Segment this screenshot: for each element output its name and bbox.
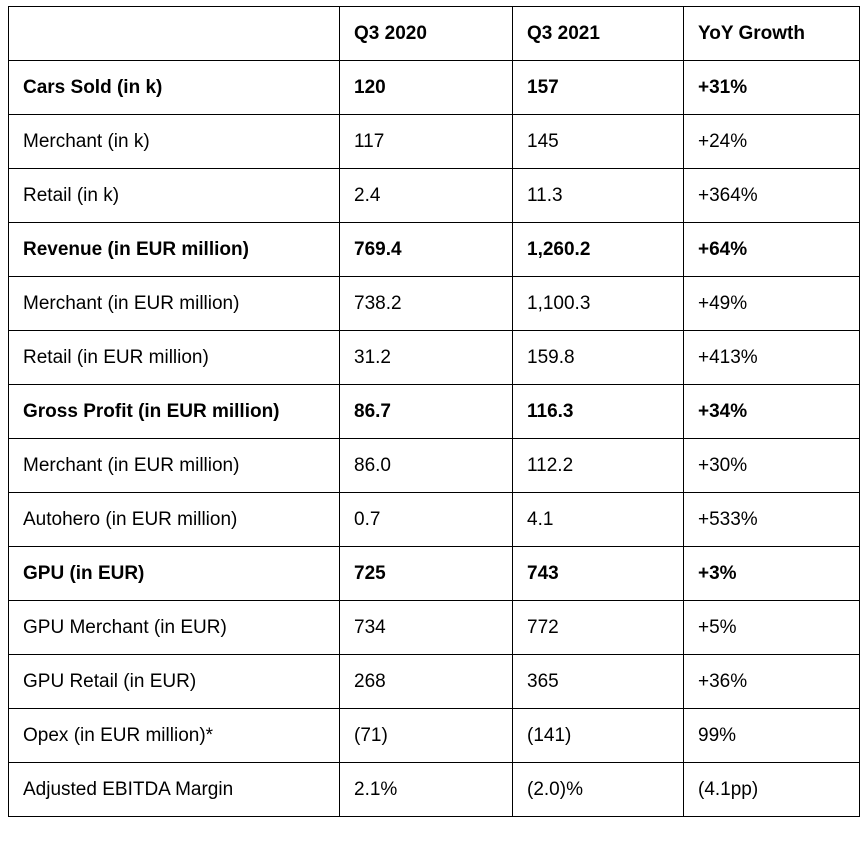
q3-2020-cell: 31.2 [339,330,513,385]
header-cell-q3-2020: Q3 2020 [339,6,513,61]
metric-cell: Adjusted EBITDA Margin [8,762,340,817]
header-row: Q3 2020 Q3 2021 YoY Growth [8,6,860,61]
yoy-growth-cell: +364% [683,168,860,223]
yoy-growth-cell: +30% [683,438,860,493]
q3-2020-cell: 738.2 [339,276,513,331]
yoy-growth-cell: 99% [683,708,860,763]
yoy-growth-cell: +49% [683,276,860,331]
metric-cell: Merchant (in EUR million) [8,438,340,493]
table-row: Cars Sold (in k) 120 157 +31% [8,60,860,115]
q3-2020-cell: 2.4 [339,168,513,223]
header-cell-q3-2021: Q3 2021 [512,6,684,61]
metric-cell: Gross Profit (in EUR million) [8,384,340,439]
metric-cell: GPU Retail (in EUR) [8,654,340,709]
metric-cell: Revenue (in EUR million) [8,222,340,277]
q3-2021-cell: 159.8 [512,330,684,385]
q3-2020-cell: 86.7 [339,384,513,439]
q3-2021-cell: 1,100.3 [512,276,684,331]
yoy-growth-cell: (4.1pp) [683,762,860,817]
q3-2021-cell: 157 [512,60,684,115]
yoy-growth-cell: +64% [683,222,860,277]
table-row: Revenue (in EUR million) 769.4 1,260.2 +64% [8,222,860,277]
yoy-growth-cell: +31% [683,60,860,115]
yoy-growth-cell: +533% [683,492,860,547]
q3-2020-cell: 86.0 [339,438,513,493]
q3-2020-cell: 734 [339,600,513,655]
table-row: Adjusted EBITDA Margin 2.1% (2.0)% (4.1pp) [8,762,860,817]
table-row: Gross Profit (in EUR million) 86.7 116.3 +3… [8,384,860,439]
q3-2020-cell: 2.1% [339,762,513,817]
metric-cell: Retail (in EUR million) [8,330,340,385]
q3-2021-cell: 11.3 [512,168,684,223]
q3-2020-cell: 117 [339,114,513,169]
metric-cell: Merchant (in EUR million) [8,276,340,331]
yoy-growth-cell: +3% [683,546,860,601]
kpi-table: Q3 2020 Q3 2021 YoY Growth Cars Sold (in… [8,6,860,817]
metric-cell: Cars Sold (in k) [8,60,340,115]
table-row: GPU Merchant (in EUR) 734 772 +5% [8,600,860,655]
q3-2021-cell: 772 [512,600,684,655]
q3-2020-cell: 769.4 [339,222,513,277]
metric-cell: GPU Merchant (in EUR) [8,600,340,655]
q3-2021-cell: 4.1 [512,492,684,547]
q3-2021-cell: (141) [512,708,684,763]
table-row: GPU (in EUR) 725 743 +3% [8,546,860,601]
table-row: Opex (in EUR million)* (71) (141) 99% [8,708,860,763]
q3-2021-cell: 116.3 [512,384,684,439]
table-row: GPU Retail (in EUR) 268 365 +36% [8,654,860,709]
q3-2020-cell: 0.7 [339,492,513,547]
q3-2020-cell: 120 [339,60,513,115]
table-row: Merchant (in EUR million) 86.0 112.2 +30% [8,438,860,493]
yoy-growth-cell: +24% [683,114,860,169]
metric-cell: Autohero (in EUR million) [8,492,340,547]
metric-cell: GPU (in EUR) [8,546,340,601]
q3-2020-cell: 268 [339,654,513,709]
metric-cell: Retail (in k) [8,168,340,223]
q3-2021-cell: 1,260.2 [512,222,684,277]
q3-2021-cell: 743 [512,546,684,601]
q3-2020-cell: (71) [339,708,513,763]
table-row: Autohero (in EUR million) 0.7 4.1 +533% [8,492,860,547]
q3-2021-cell: 145 [512,114,684,169]
table-row: Merchant (in k) 117 145 +24% [8,114,860,169]
q3-2021-cell: (2.0)% [512,762,684,817]
q3-2020-cell: 725 [339,546,513,601]
metric-cell: Merchant (in k) [8,114,340,169]
yoy-growth-cell: +413% [683,330,860,385]
header-cell-metric [8,6,340,61]
metric-cell: Opex (in EUR million)* [8,708,340,763]
q3-2021-cell: 112.2 [512,438,684,493]
yoy-growth-cell: +34% [683,384,860,439]
table-row: Merchant (in EUR million) 738.2 1,100.3 +49… [8,276,860,331]
header-cell-yoy-growth: YoY Growth [683,6,860,61]
table-body: Cars Sold (in k) 120 157 +31% Merchant (in k… [8,60,860,817]
table-row: Retail (in EUR million) 31.2 159.8 +413% [8,330,860,385]
table-header: Q3 2020 Q3 2021 YoY Growth [8,6,860,61]
yoy-growth-cell: +36% [683,654,860,709]
yoy-growth-cell: +5% [683,600,860,655]
table-row: Retail (in k) 2.4 11.3 +364% [8,168,860,223]
q3-2021-cell: 365 [512,654,684,709]
